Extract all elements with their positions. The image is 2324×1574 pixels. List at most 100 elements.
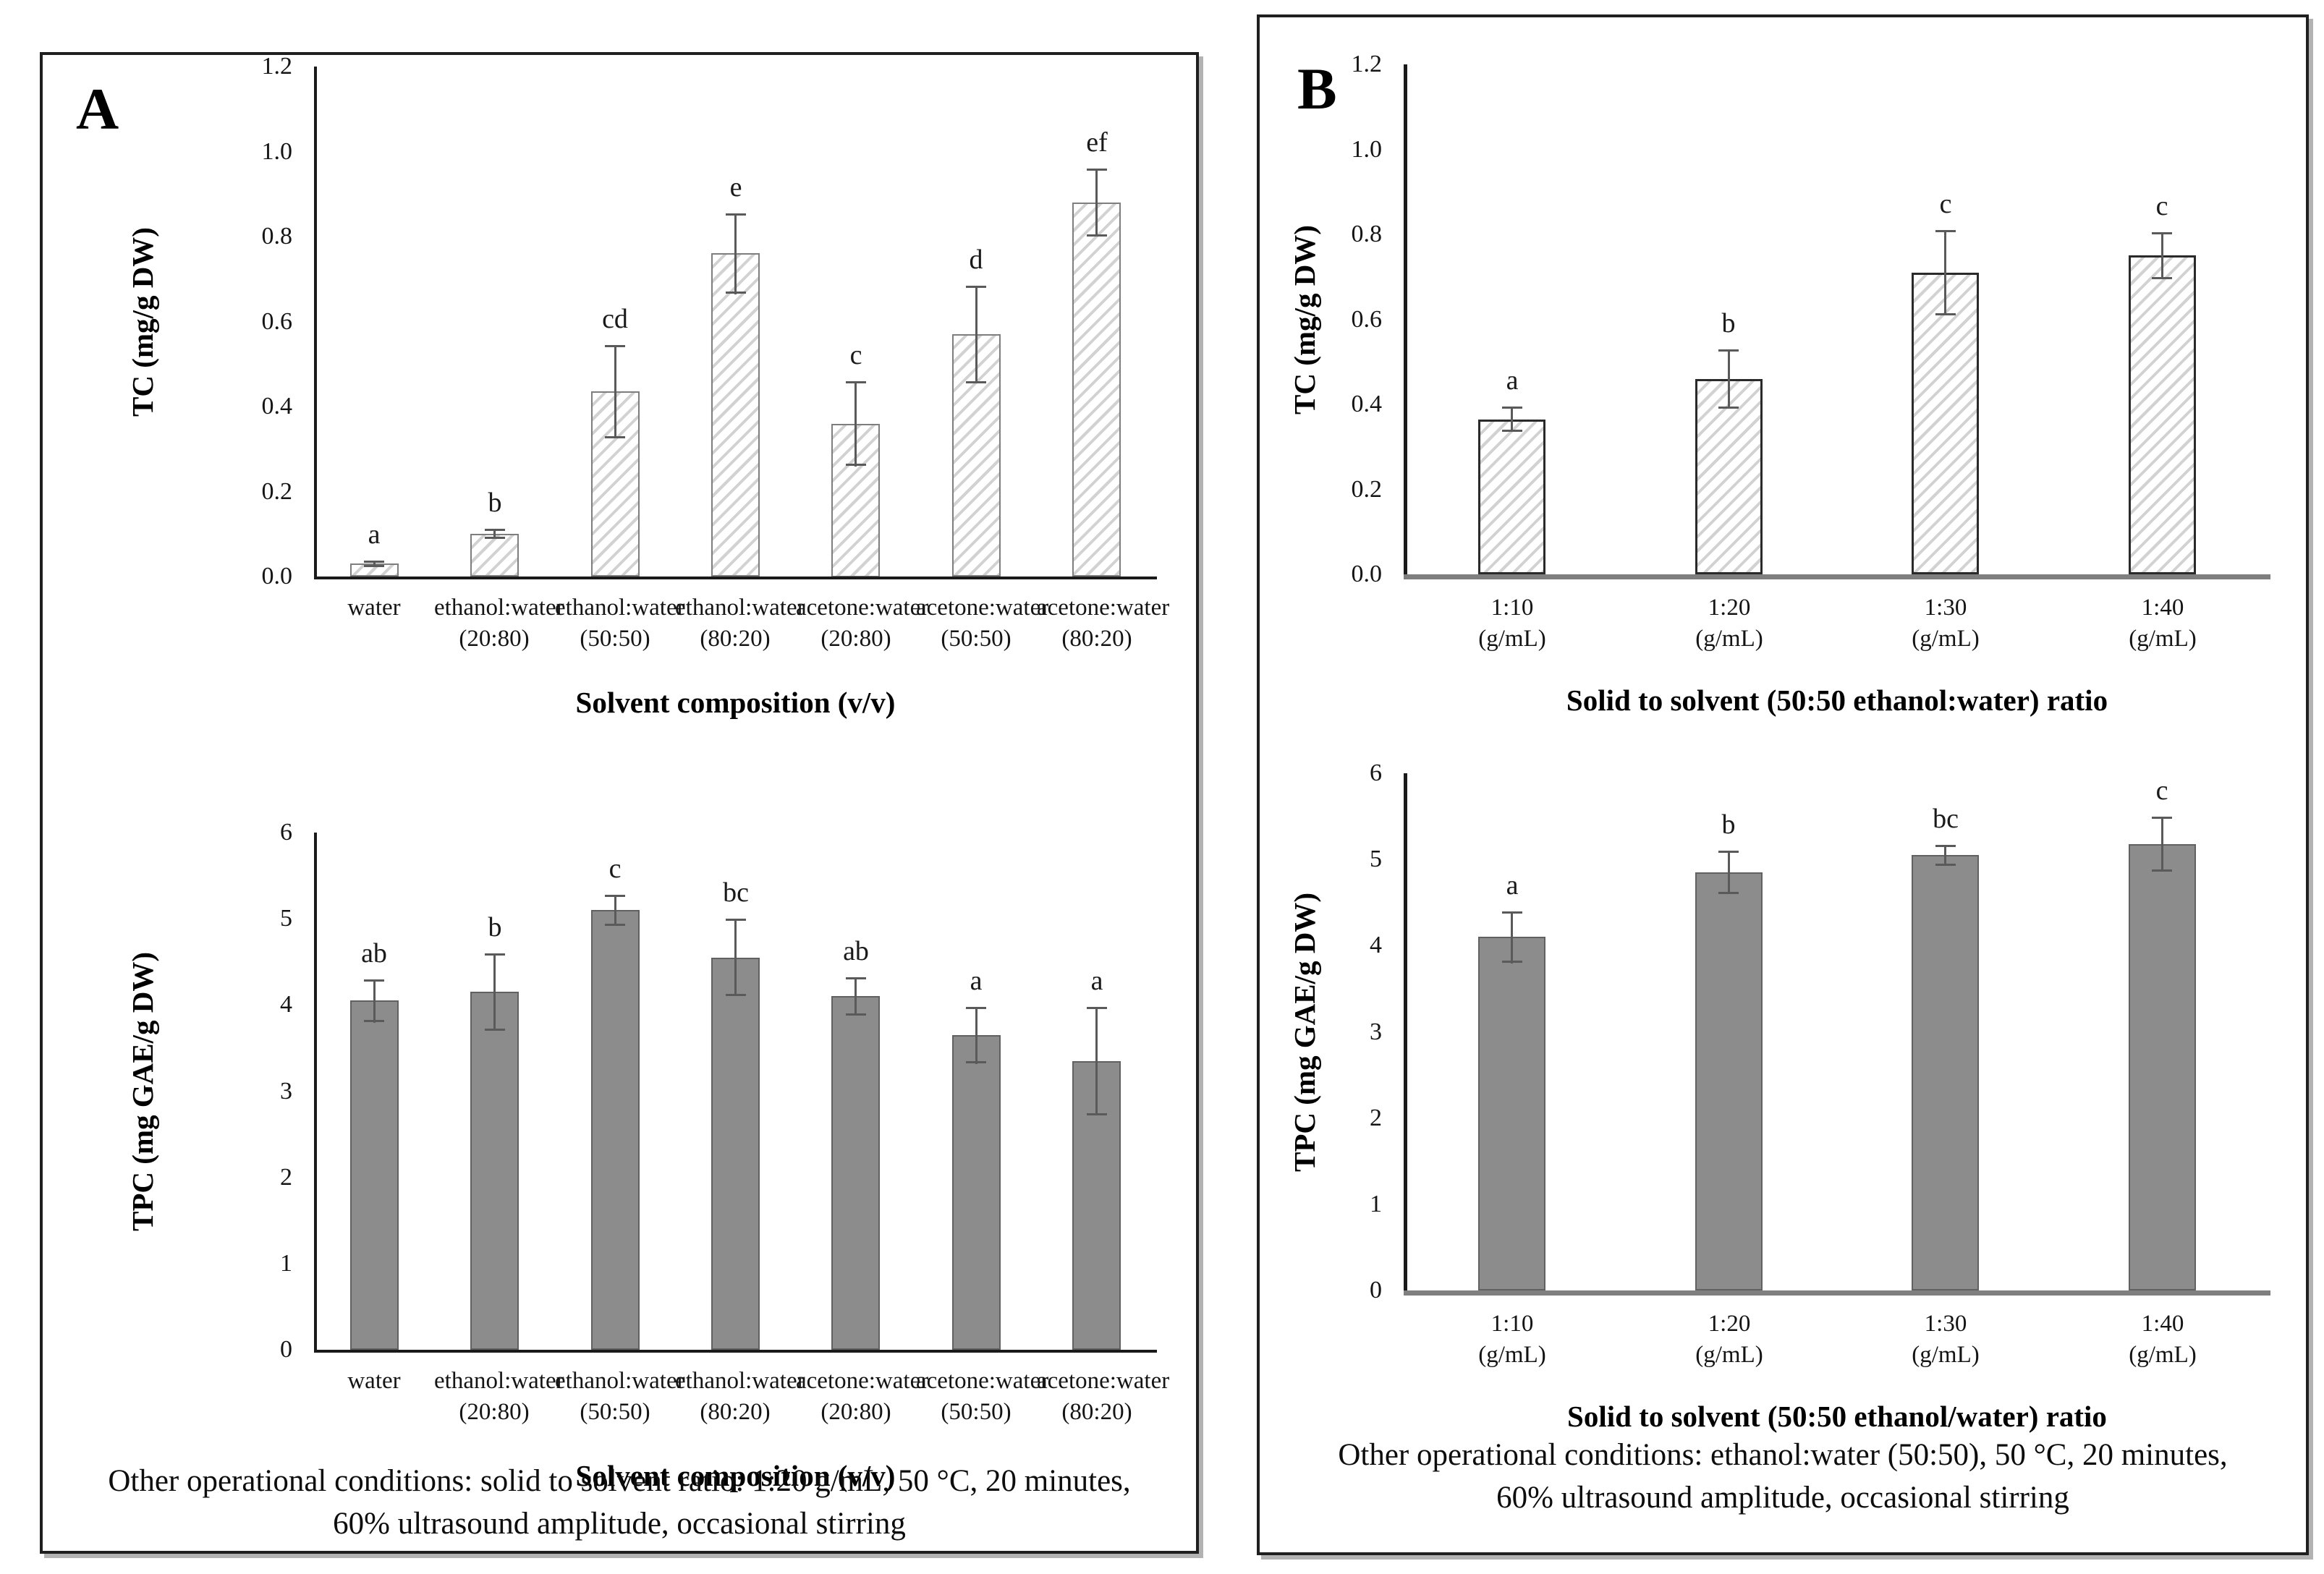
significance-letter: a	[1506, 870, 1519, 901]
error-bar-line	[1095, 169, 1098, 237]
error-bar-cap-bottom	[1718, 407, 1739, 409]
category-label: water	[347, 1368, 401, 1394]
bar	[350, 563, 399, 577]
y-tick-label: 5	[280, 905, 292, 932]
error-bar-cap-bottom	[2152, 277, 2172, 279]
error-bar-cap-bottom	[1502, 430, 1522, 432]
significance-letter: b	[488, 912, 502, 943]
y-axis-line	[1404, 773, 1407, 1296]
y-tick-label: 4	[280, 991, 292, 1018]
error-bar-cap-top	[726, 919, 746, 921]
error-bar-cap-bottom	[485, 537, 505, 539]
panel-B-caption-line2: 60% ultrasound amplitude, occasional sti…	[1496, 1481, 2069, 1515]
error-bar-line	[1944, 845, 1946, 866]
significance-letter: c	[1939, 189, 1952, 219]
y-axis-line	[314, 833, 317, 1353]
category-label: 1:40 (g/mL)	[2129, 595, 2197, 652]
error-bar-cap-top	[2152, 232, 2172, 234]
error-bar-cap-bottom	[1087, 234, 1107, 237]
error-bar-line	[373, 979, 376, 1023]
y-tick-label: 2	[280, 1163, 292, 1191]
category-label: 1:10 (g/mL)	[1478, 1311, 1546, 1368]
bar	[711, 253, 760, 577]
error-bar-line	[493, 529, 496, 539]
bar	[1072, 203, 1121, 577]
category-label: acetone:water (20:80)	[796, 595, 929, 652]
bar	[1695, 872, 1763, 1290]
bar	[2129, 255, 2196, 574]
y-tick-label: 4	[1370, 932, 1382, 959]
significance-letter: c	[2155, 191, 2168, 221]
significance-letter: d	[969, 244, 983, 275]
significance-letter: c	[608, 854, 622, 884]
category-label: 1:10 (g/mL)	[1478, 595, 1546, 652]
error-bar-cap-bottom	[966, 1061, 986, 1063]
y-tick-label: 2	[1370, 1104, 1382, 1131]
y-tick-label: 5	[1370, 846, 1382, 873]
error-bar-cap-top	[1502, 407, 1522, 409]
error-bar-line	[1728, 851, 1730, 894]
error-bar-cap-top	[846, 381, 866, 383]
y-tick-label: 3	[280, 1077, 292, 1105]
category-label: ethanol:water (80:20)	[675, 595, 805, 652]
significance-letter: bc	[1933, 804, 1959, 834]
bar	[1912, 273, 1979, 574]
y-tick-label: 1.0	[1351, 135, 1383, 163]
chart-A-TPC-total-phenolics: 0 1 2 3 4 5 6 ab water b ethanol:water (20:80) c eth…	[43, 55, 1196, 1551]
error-bar-cap-top	[1718, 349, 1739, 352]
error-bar-cap-bottom	[1718, 892, 1739, 894]
category-label: 1:30 (g/mL)	[1912, 1311, 1980, 1368]
y-tick-label: 3	[1370, 1018, 1382, 1045]
error-bar-cap-bottom	[1502, 961, 1522, 963]
panel-A-caption-line1: Other operational conditions: solid to s…	[108, 1464, 1131, 1498]
x-axis-line	[1404, 1290, 2270, 1296]
error-bar-cap-top	[1935, 230, 1956, 232]
error-bar-cap-top	[1502, 911, 1522, 914]
error-bar-cap-bottom	[726, 994, 746, 996]
error-bar-cap-bottom	[605, 436, 625, 438]
y-tick-label: 1.0	[261, 137, 293, 165]
significance-letter: e	[729, 172, 742, 203]
error-bar-cap-bottom	[364, 1020, 384, 1022]
bar	[711, 958, 760, 1350]
y-axis-line	[314, 67, 317, 579]
y-tick-label: 0.6	[1351, 305, 1383, 333]
error-bar-cap-top	[605, 895, 625, 897]
error-bar-line	[1095, 1007, 1098, 1115]
bar	[1695, 379, 1763, 574]
error-bar-cap-bottom	[485, 1029, 505, 1031]
error-bar-cap-bottom	[605, 924, 625, 926]
error-bar-cap-top	[485, 953, 505, 956]
y-tick-label: 6	[280, 819, 292, 846]
panel-A-caption-line2: 60% ultrasound amplitude, occasional sti…	[333, 1507, 906, 1541]
y-tick-label: 1.2	[261, 53, 293, 80]
category-label: 1:20 (g/mL)	[1695, 595, 1763, 652]
y-tick-label: 0.0	[1351, 561, 1383, 587]
error-bar-line	[1511, 407, 1513, 432]
error-bar-cap-bottom	[1935, 864, 1956, 866]
bar	[831, 424, 880, 577]
error-bar-line	[1944, 230, 1946, 315]
error-bar-cap-bottom	[846, 464, 866, 466]
error-bar-line	[854, 977, 857, 1015]
error-bar-line	[734, 213, 737, 294]
significance-letter: ef	[1086, 127, 1108, 158]
error-bar-cap-top	[846, 977, 866, 979]
category-label: acetone:water (20:80)	[796, 1368, 929, 1425]
x-axis-line	[1404, 574, 2270, 579]
y-tick-label: 0.8	[1351, 221, 1383, 247]
significance-letter: bc	[723, 877, 749, 908]
error-bar-cap-bottom	[364, 565, 384, 567]
category-label: acetone:water (50:50)	[916, 595, 1049, 652]
significance-letter: ab	[361, 938, 387, 969]
significance-letter: cd	[602, 304, 628, 334]
x-axis-title: Solid to solvent (50:50 ethanol/water) r…	[1567, 1400, 2107, 1433]
y-axis-title: TPC (mg GAE/g DW)	[1288, 892, 1321, 1173]
y-tick-label: 0.4	[261, 393, 293, 420]
y-tick-label: 0.0	[261, 563, 293, 590]
bar	[470, 992, 519, 1350]
category-label: ethanol:water (50:50)	[555, 1368, 685, 1425]
bar	[1478, 420, 1545, 574]
category-label: 1:30 (g/mL)	[1912, 595, 1980, 652]
significance-letter: b	[1721, 809, 1736, 840]
